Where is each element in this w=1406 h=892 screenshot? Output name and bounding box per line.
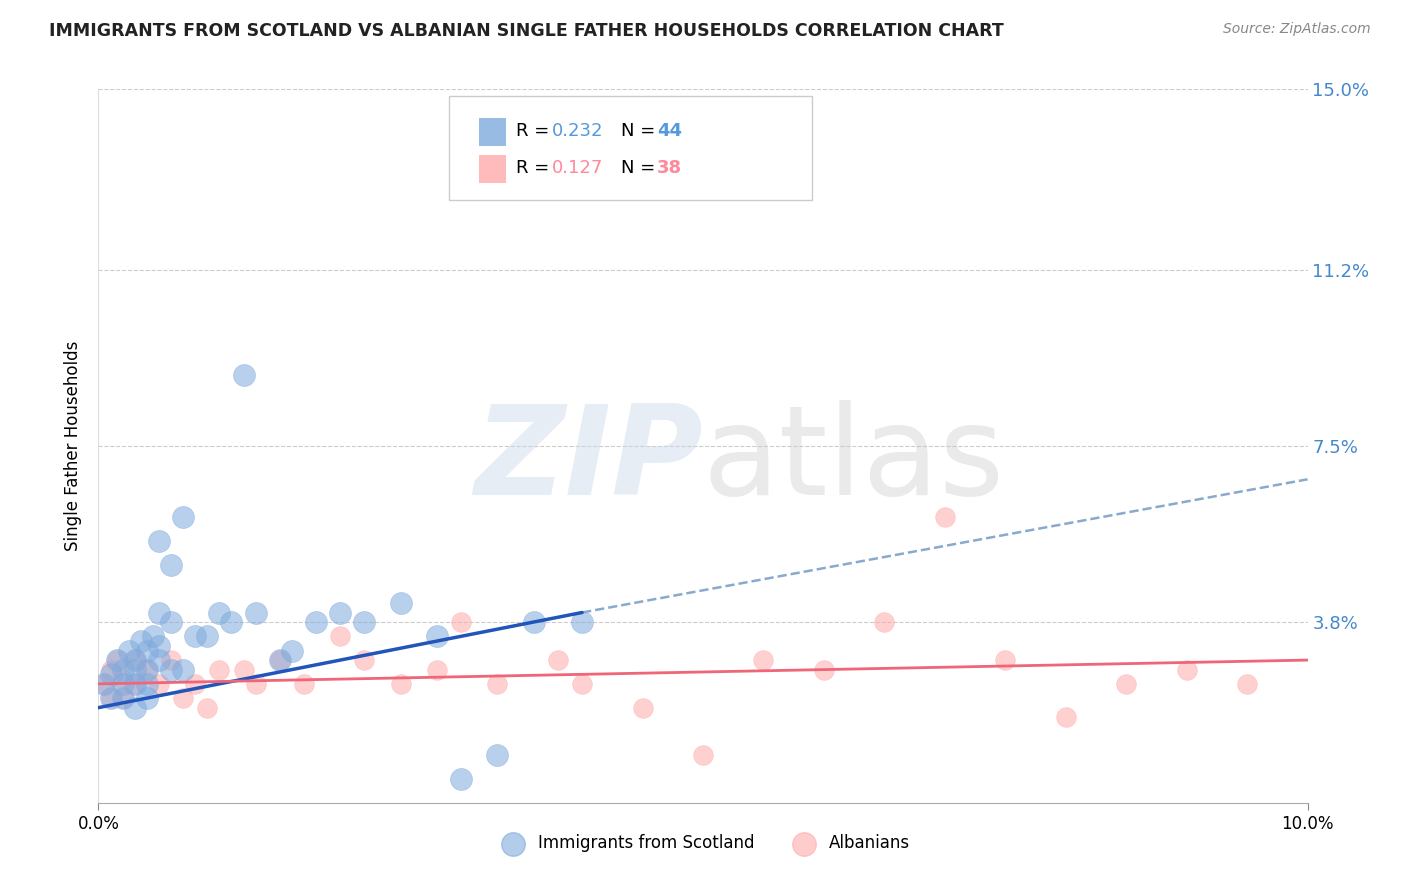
Point [111,672,134,686]
Point [208,663,231,677]
Point [1175,663,1198,677]
Point [135,691,157,706]
Point [118,643,141,657]
Point [292,677,315,691]
Point [353,615,375,629]
Point [486,677,509,691]
Point [547,653,569,667]
FancyBboxPatch shape [449,96,811,200]
Text: 0.232: 0.232 [551,121,603,139]
Text: 44: 44 [657,121,682,139]
Point [124,677,146,691]
Text: IMMIGRANTS FROM SCOTLAND VS ALBANIAN SINGLE FATHER HOUSEHOLDS CORRELATION CHART: IMMIGRANTS FROM SCOTLAND VS ALBANIAN SIN… [49,22,1004,40]
Point [160,663,183,677]
Point [195,700,218,714]
Point [426,629,449,643]
Point [111,677,134,691]
Point [124,677,146,691]
FancyBboxPatch shape [479,155,506,184]
Text: 0.127: 0.127 [551,159,603,177]
Point [172,510,194,524]
Point [232,368,254,382]
Point [124,653,146,667]
Point [148,534,170,549]
FancyBboxPatch shape [479,118,506,146]
Point [426,663,449,677]
Y-axis label: Single Father Households: Single Father Households [65,341,83,551]
Point [269,653,291,667]
Text: Source: ZipAtlas.com: Source: ZipAtlas.com [1223,22,1371,37]
Point [752,653,775,667]
Text: R =: R = [516,121,554,139]
Point [142,629,165,643]
Point [100,691,122,706]
Point [105,653,128,667]
Point [813,663,835,677]
Point [160,558,183,572]
Point [221,615,243,629]
Point [100,691,122,706]
Point [111,691,134,706]
Text: N =: N = [621,159,661,177]
Point [1236,677,1258,691]
Text: ZIP: ZIP [474,400,703,521]
Point [450,615,472,629]
Point [148,653,170,667]
Point [148,639,170,653]
Text: R =: R = [516,159,554,177]
Legend: Immigrants from Scotland, Albanians: Immigrants from Scotland, Albanians [489,828,917,859]
Point [100,667,122,681]
Point [523,615,546,629]
Point [124,700,146,714]
Point [172,691,194,706]
Point [135,643,157,657]
Point [245,606,267,620]
Point [184,629,207,643]
Point [129,634,152,648]
Point [111,691,134,706]
Point [486,748,509,763]
Point [124,663,146,677]
Point [148,606,170,620]
Point [135,663,157,677]
Text: 38: 38 [657,159,682,177]
Point [389,677,412,691]
Point [124,653,146,667]
Point [135,663,157,677]
Point [232,663,254,677]
Point [692,748,714,763]
Point [631,700,654,714]
Point [111,663,134,677]
Point [105,653,128,667]
Point [329,606,352,620]
Point [160,653,183,667]
Point [160,615,183,629]
Point [329,629,352,643]
Point [269,653,291,667]
Point [93,677,115,691]
Point [450,772,472,786]
Point [184,677,207,691]
Point [994,653,1017,667]
Point [873,615,896,629]
Point [389,596,412,610]
Text: atlas: atlas [703,400,1005,521]
Point [281,643,304,657]
Point [208,606,231,620]
Point [172,663,194,677]
Point [1115,677,1137,691]
Point [353,653,375,667]
Point [148,677,170,691]
Point [93,677,115,691]
Point [571,615,593,629]
Point [245,677,267,691]
Point [100,663,122,677]
Point [934,510,956,524]
Point [195,629,218,643]
Point [1054,710,1077,724]
Point [305,615,328,629]
Point [571,677,593,691]
Point [135,677,157,691]
Text: N =: N = [621,121,661,139]
